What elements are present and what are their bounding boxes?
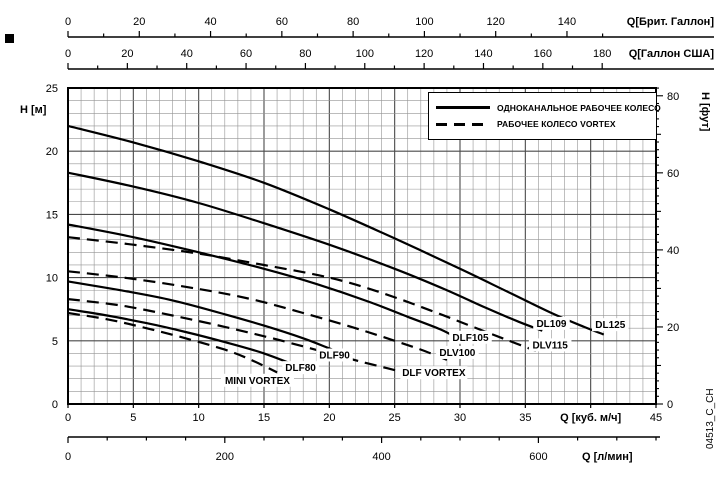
curve-dlf105 [67,223,461,341]
svg-text:20: 20 [667,322,679,334]
svg-text:60: 60 [276,16,288,28]
axis-left-meters: 0 5 10 15 20 25 H [м] [20,83,58,411]
page-mark [5,34,14,43]
curve-dl109 [67,171,543,332]
curve-label-dlf105: DLF105 [452,333,489,344]
svg-text:10: 10 [46,273,58,285]
svg-text:80: 80 [347,16,359,28]
curve-label-dlf-vortex: DLF VORTEX [402,368,466,379]
svg-text:120: 120 [415,48,433,60]
svg-text:0: 0 [667,399,673,411]
svg-text:H [фут]: H [фут] [699,92,711,132]
curve-mini-vortex [67,311,278,374]
curve-dl125 [67,124,605,336]
svg-text:20: 20 [133,16,145,28]
axis-top-us-gallons: 0 20 40 60 80 100 120 140 160 180 Q[Галлон США] [65,48,715,70]
svg-text:100: 100 [415,16,433,28]
axis-right-feet: 0 20 40 60 80 H [фут] [656,87,711,411]
svg-text:0: 0 [65,48,71,60]
curve-label-dlf80: DLF80 [285,363,316,374]
axis-top-imperial-gallons: 0 20 40 60 80 100 120 140 Q[Брит. Галлон] [65,16,715,38]
legend-label-vortex: РАБОЧЕЕ КОЛЕСО VORTEX [497,119,616,130]
svg-text:Q [л/мин]: Q [л/мин] [582,451,633,463]
svg-text:15: 15 [258,412,270,424]
svg-text:80: 80 [667,91,679,103]
curve-label-dlv115: DLV115 [532,340,568,351]
curve-label-mini-vortex: MINI VORTEX [225,376,290,387]
svg-text:180: 180 [593,48,611,60]
svg-text:25: 25 [46,83,58,95]
svg-text:140: 140 [558,16,576,28]
curve-dlf80 [67,308,301,369]
svg-text:20: 20 [121,48,133,60]
legend: ОДНОКАНАЛЬНОЕ РАБОЧЕЕ КОЛЕСО РАБОЧЕЕ КОЛ… [428,92,661,140]
curve-dlv100 [67,270,448,361]
legend-label-single-channel: ОДНОКАНАЛЬНОЕ РАБОЧЕЕ КОЛЕСО [497,102,661,113]
svg-text:Q[Галлон США]: Q[Галлон США] [629,48,715,60]
solid-line-sample-icon [436,106,490,110]
svg-text:35: 35 [519,412,531,424]
legend-item-vortex: РАБОЧЕЕ КОЛЕСО VORTEX [436,119,649,129]
curve-dlf90 [67,280,350,358]
svg-text:45: 45 [650,412,662,424]
svg-text:10: 10 [193,412,205,424]
curve-label-dlf90: DLF90 [319,350,350,361]
curve-dlf-vortex [67,298,415,376]
svg-text:120: 120 [487,16,505,28]
svg-text:H [м]: H [м] [20,104,47,116]
legend-item-single-channel: ОДНОКАНАЛЬНОЕ РАБОЧЕЕ КОЛЕСО [436,103,661,113]
svg-text:5: 5 [130,412,136,424]
svg-text:30: 30 [454,412,466,424]
curve-label-dl125: DL125 [595,320,625,331]
curve-label-dl109: DL109 [536,319,566,330]
axis-bottom-lmin: 0 200 400 600 Q [л/мин] [65,436,660,463]
svg-text:0: 0 [52,399,58,411]
document-code: 04513_C_CH [705,388,716,449]
svg-text:400: 400 [372,451,390,463]
curves [67,124,605,376]
axis-bottom-m3h: 0 5 10 15 20 25 30 35 45 Q [куб. м/ч] [65,404,662,424]
svg-text:20: 20 [46,146,58,158]
plot-border [67,87,657,405]
svg-text:40: 40 [181,48,193,60]
svg-text:160: 160 [534,48,552,60]
svg-text:Q [куб. м/ч]: Q [куб. м/ч] [560,412,621,424]
svg-text:5: 5 [52,336,58,348]
svg-text:25: 25 [389,412,401,424]
svg-text:80: 80 [299,48,311,60]
dashed-line-sample-icon [436,122,490,126]
svg-text:100: 100 [356,48,374,60]
svg-text:60: 60 [240,48,252,60]
svg-text:40: 40 [204,16,216,28]
curve-label-dlv100: DLV100 [439,348,475,359]
svg-text:60: 60 [667,168,679,180]
svg-text:20: 20 [323,412,335,424]
svg-text:15: 15 [46,209,58,221]
svg-text:200: 200 [216,451,234,463]
svg-text:Q[Брит. Галлон]: Q[Брит. Галлон] [627,16,715,28]
svg-text:0: 0 [65,412,71,424]
svg-text:0: 0 [65,16,71,28]
svg-text:0: 0 [65,451,71,463]
svg-text:40: 40 [667,245,679,257]
svg-text:140: 140 [474,48,492,60]
svg-text:600: 600 [529,451,547,463]
